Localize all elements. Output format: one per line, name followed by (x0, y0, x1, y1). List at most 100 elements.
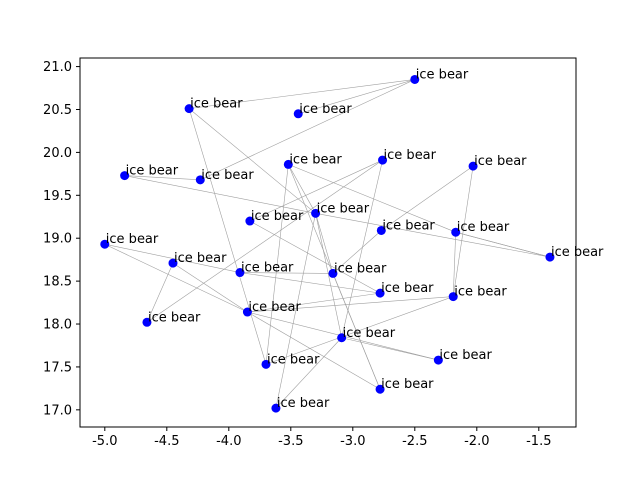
edge-line (275, 337, 342, 409)
edge-line (200, 79, 415, 181)
y-tick-label: 20.0 (43, 146, 72, 161)
labels-layer: ice bear ice bear ice bear ice bear ice bear… (106, 67, 604, 411)
edge-line (341, 337, 439, 361)
edge-line (188, 108, 267, 365)
data-point (142, 317, 152, 327)
x-tick-label: -5.0 (92, 434, 117, 449)
point-label: ice bear (343, 326, 396, 341)
point-label: ice bear (106, 232, 159, 247)
edge-line (146, 159, 383, 323)
point-label: ice bear (474, 154, 527, 169)
x-tick-label: -2.0 (464, 434, 489, 449)
edge-line (452, 166, 474, 297)
edges-layer (104, 79, 551, 409)
point-label: ice bear (454, 285, 507, 300)
edge-line (146, 262, 174, 323)
point-label: ice bear (299, 102, 352, 117)
x-axis-ticks: -5.0 -4.5 -4.0 -3.5 -3.0 -2.5 -2.0 -1.5 (92, 427, 551, 449)
y-tick-label: 18.0 (43, 318, 72, 333)
point-label: ice bear (201, 168, 254, 183)
data-point (468, 161, 478, 171)
y-tick-label: 21.0 (43, 60, 72, 75)
edge-line (341, 160, 383, 338)
edge-line (247, 292, 381, 313)
edge-line (188, 108, 316, 214)
edge-line (315, 213, 551, 258)
y-tick-label: 20.5 (43, 103, 72, 118)
y-tick-label: 19.5 (43, 189, 72, 204)
edge-line (249, 220, 381, 294)
data-point (271, 403, 281, 413)
point-label: ice bear (317, 201, 370, 216)
edge-line (124, 175, 201, 181)
edge-line (189, 79, 415, 109)
points-layer (100, 74, 555, 413)
edge-line (104, 243, 248, 313)
x-tick-label: -4.0 (216, 434, 241, 449)
edge-line (239, 272, 381, 294)
point-label: ice bear (384, 148, 437, 163)
y-tick-label: 17.0 (43, 403, 72, 418)
data-point (283, 159, 293, 169)
data-point (376, 225, 386, 235)
data-point (410, 74, 420, 84)
point-label: ice bear (277, 396, 330, 411)
point-label: ice bear (174, 251, 227, 266)
edge-line (265, 164, 289, 365)
edge-line (298, 79, 415, 115)
data-point (433, 355, 443, 365)
point-label: ice bear (248, 300, 301, 315)
data-point (311, 208, 321, 218)
data-point (378, 155, 388, 165)
x-tick-label: -4.5 (154, 434, 179, 449)
point-label: ice bear (551, 245, 604, 260)
point-label: ice bear (382, 218, 435, 233)
x-tick-label: -3.0 (340, 434, 365, 449)
data-point (100, 239, 110, 249)
data-point (242, 307, 252, 317)
point-label: ice bear (148, 310, 201, 325)
edge-line (247, 296, 454, 313)
edge-line (247, 311, 381, 390)
data-point (451, 227, 461, 237)
edge-line (315, 213, 342, 338)
data-point (375, 384, 385, 394)
edge-line (455, 231, 551, 258)
point-label: ice bear (251, 209, 304, 224)
data-point (235, 268, 245, 278)
edge-line (172, 262, 248, 313)
data-point (328, 268, 338, 278)
data-point (448, 292, 458, 302)
data-point (375, 288, 385, 298)
data-point (245, 216, 255, 226)
data-point (120, 171, 130, 181)
y-tick-label: 17.5 (43, 360, 72, 375)
edge-line (288, 164, 316, 214)
x-tick-label: -1.5 (526, 434, 551, 449)
point-label: ice bear (267, 352, 320, 367)
point-label: ice bear (289, 152, 342, 167)
point-label: ice bear (190, 97, 243, 112)
x-tick-label: -2.5 (402, 434, 427, 449)
point-label: ice bear (241, 261, 294, 276)
data-point (293, 109, 303, 119)
data-point (168, 258, 178, 268)
edge-line (452, 232, 457, 297)
edge-line (332, 230, 382, 274)
data-point (337, 333, 347, 343)
edge-line (315, 213, 334, 274)
y-axis-ticks: 17.0 17.5 18.0 18.5 19.0 19.5 20.0 20.5 21.0 (43, 60, 80, 418)
edge-line (239, 272, 333, 274)
x-tick-label: -3.5 (278, 434, 303, 449)
point-label: ice bear (334, 261, 387, 276)
point-label: ice bear (126, 164, 179, 179)
point-label: ice bear (381, 281, 434, 296)
data-point (545, 252, 555, 262)
edge-line (265, 296, 454, 365)
y-tick-label: 18.5 (43, 275, 72, 290)
edge-line (381, 165, 474, 231)
y-tick-label: 19.0 (43, 232, 72, 247)
edge-line (249, 159, 383, 222)
